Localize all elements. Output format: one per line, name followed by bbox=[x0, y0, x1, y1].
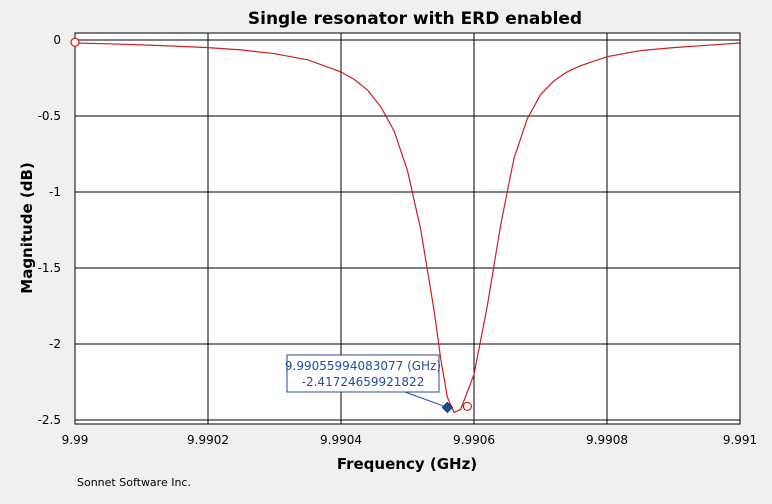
x-tick-label-1: 9.9902 bbox=[187, 433, 229, 447]
y-tick-label-3: -1.5 bbox=[38, 261, 61, 275]
y-tick-label-4: -2 bbox=[49, 337, 61, 351]
x-tick-label-0: 9.99 bbox=[62, 433, 89, 447]
y-axis-label: Magnitude (dB) bbox=[18, 162, 36, 293]
plot-frame bbox=[74, 32, 741, 425]
data-point bbox=[462, 401, 472, 411]
y-tick-label-1: -0.5 bbox=[38, 109, 61, 123]
annotation-box bbox=[286, 354, 440, 393]
annotation-leader bbox=[404, 391, 448, 408]
y-axis-ticks: 0 -0.5 -1 -1.5 -2 -2.5 bbox=[38, 33, 61, 427]
x-axis-ticks: 9.99 9.9902 9.9904 9.9906 9.9908 9.991 bbox=[62, 433, 758, 447]
y-tick-label-0: 0 bbox=[53, 33, 61, 47]
x-tick-label-2: 9.9904 bbox=[320, 433, 362, 447]
annotation-line-2: -2.41724659921822 bbox=[302, 375, 425, 389]
x-tick-label-5: 9.991 bbox=[723, 433, 757, 447]
start-marker bbox=[70, 37, 80, 47]
y-tick-label-5: -2.5 bbox=[38, 413, 61, 427]
footer-credit: Sonnet Software Inc. bbox=[77, 476, 191, 489]
hover-annotation: 9.99055994083077 (GHz) -2.41724659921822 bbox=[285, 354, 448, 408]
x-tick-label-3: 9.9906 bbox=[453, 433, 495, 447]
grid bbox=[75, 33, 740, 424]
series-line-s21 bbox=[74, 42, 741, 414]
chart-title: Single resonator with ERD enabled bbox=[248, 9, 582, 29]
annotation-line-1: 9.99055994083077 (GHz) bbox=[285, 359, 441, 373]
x-axis-label: Frequency (GHz) bbox=[337, 455, 477, 473]
markers bbox=[70, 37, 472, 414]
y-tick-label-2: -1 bbox=[49, 185, 61, 199]
x-tick-label-4: 9.9908 bbox=[586, 433, 628, 447]
